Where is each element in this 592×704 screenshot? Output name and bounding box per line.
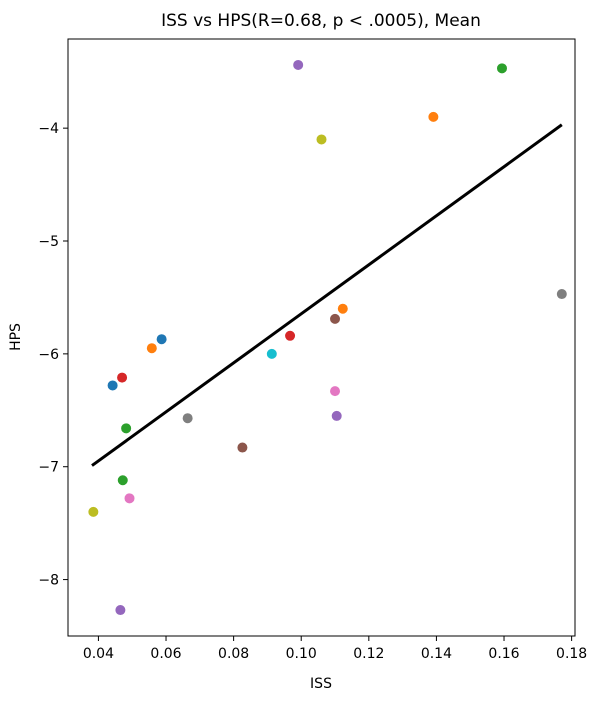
y-tick-label: −7: [38, 460, 59, 476]
chart-title: ISS vs HPS(R=0.68, p < .0005), Mean: [161, 11, 481, 31]
x-tick-label: 0.14: [421, 646, 452, 662]
x-tick-label: 0.16: [488, 646, 519, 662]
data-point: [284, 329, 297, 342]
data-point: [330, 409, 343, 422]
y-tick-label: −8: [38, 573, 59, 589]
data-point: [329, 385, 342, 398]
x-tick-label: 0.08: [218, 646, 249, 662]
data-point: [114, 604, 127, 617]
data-point: [87, 505, 100, 518]
data-point: [236, 441, 249, 454]
data-point: [329, 312, 342, 325]
y-tick-label: −4: [38, 121, 59, 137]
x-tick-label: 0.06: [150, 646, 181, 662]
data-point: [427, 110, 440, 123]
plot-area: 0.04 0.06 0.08 0.10 0.12 0.14 0.16 0.18 −8 −7 −6 −5…: [38, 38, 587, 662]
data-point: [336, 302, 349, 315]
data-point: [106, 379, 119, 392]
y-tick-label: −6: [38, 347, 59, 363]
data-point: [120, 422, 133, 435]
x-tick-label: 0.04: [83, 646, 114, 662]
plot-frame: [67, 38, 576, 637]
data-point: [145, 342, 158, 355]
data-point: [181, 412, 194, 425]
data-point: [123, 492, 136, 505]
data-point: [116, 371, 129, 384]
x-axis-label: ISS: [310, 676, 332, 692]
data-point: [292, 58, 305, 71]
data-point: [116, 474, 129, 487]
x-tick-label: 0.18: [556, 646, 587, 662]
data-point: [155, 333, 168, 346]
data-point: [555, 288, 568, 301]
x-tick-label: 0.12: [353, 646, 384, 662]
regression-line: [91, 123, 563, 467]
data-point: [495, 62, 508, 75]
data-point: [315, 133, 328, 146]
y-axis-label: HPS: [8, 323, 24, 351]
y-tick-label: −5: [38, 234, 59, 250]
x-tick-label: 0.10: [286, 646, 317, 662]
data-point: [265, 347, 278, 360]
